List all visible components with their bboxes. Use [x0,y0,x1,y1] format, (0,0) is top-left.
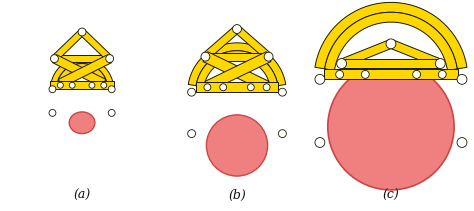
Circle shape [315,74,325,84]
Polygon shape [325,12,457,70]
Polygon shape [51,81,114,89]
Circle shape [337,59,346,69]
Circle shape [361,70,369,78]
Circle shape [263,84,270,91]
Circle shape [336,70,344,78]
Polygon shape [324,69,458,79]
Polygon shape [342,59,440,68]
Polygon shape [315,2,467,69]
Text: (a): (a) [73,189,91,202]
Text: (c): (c) [383,189,399,202]
Circle shape [108,86,115,93]
Polygon shape [188,43,286,86]
Circle shape [457,138,467,147]
Polygon shape [235,26,271,60]
Circle shape [247,84,254,91]
Polygon shape [52,30,84,61]
Circle shape [49,110,56,116]
Circle shape [457,74,467,84]
Circle shape [101,82,107,88]
Polygon shape [51,58,113,85]
Circle shape [278,130,286,138]
Circle shape [413,70,420,78]
Circle shape [188,130,196,138]
Ellipse shape [69,112,95,134]
Ellipse shape [328,64,454,190]
Circle shape [188,88,196,96]
Polygon shape [389,40,442,68]
Polygon shape [196,82,278,92]
Circle shape [315,138,325,147]
Polygon shape [53,55,106,87]
Circle shape [108,110,115,116]
Circle shape [89,82,95,88]
Circle shape [438,70,446,78]
Circle shape [78,28,86,36]
Polygon shape [57,64,108,86]
Polygon shape [203,26,239,60]
Circle shape [278,88,286,96]
Circle shape [49,86,56,93]
Circle shape [201,52,210,61]
Circle shape [204,84,211,91]
Circle shape [386,39,396,49]
Circle shape [57,82,64,88]
Polygon shape [58,55,112,87]
Text: (b): (b) [228,189,246,202]
Circle shape [106,55,114,63]
Circle shape [435,59,445,69]
Ellipse shape [206,115,268,176]
Polygon shape [205,53,269,61]
Polygon shape [205,52,271,91]
Circle shape [264,52,273,61]
Circle shape [51,55,58,63]
Polygon shape [340,40,392,68]
Polygon shape [203,52,269,91]
Polygon shape [55,55,109,62]
Circle shape [233,24,241,34]
Circle shape [69,82,75,88]
Polygon shape [80,30,112,61]
Polygon shape [196,51,278,87]
Circle shape [220,84,227,91]
